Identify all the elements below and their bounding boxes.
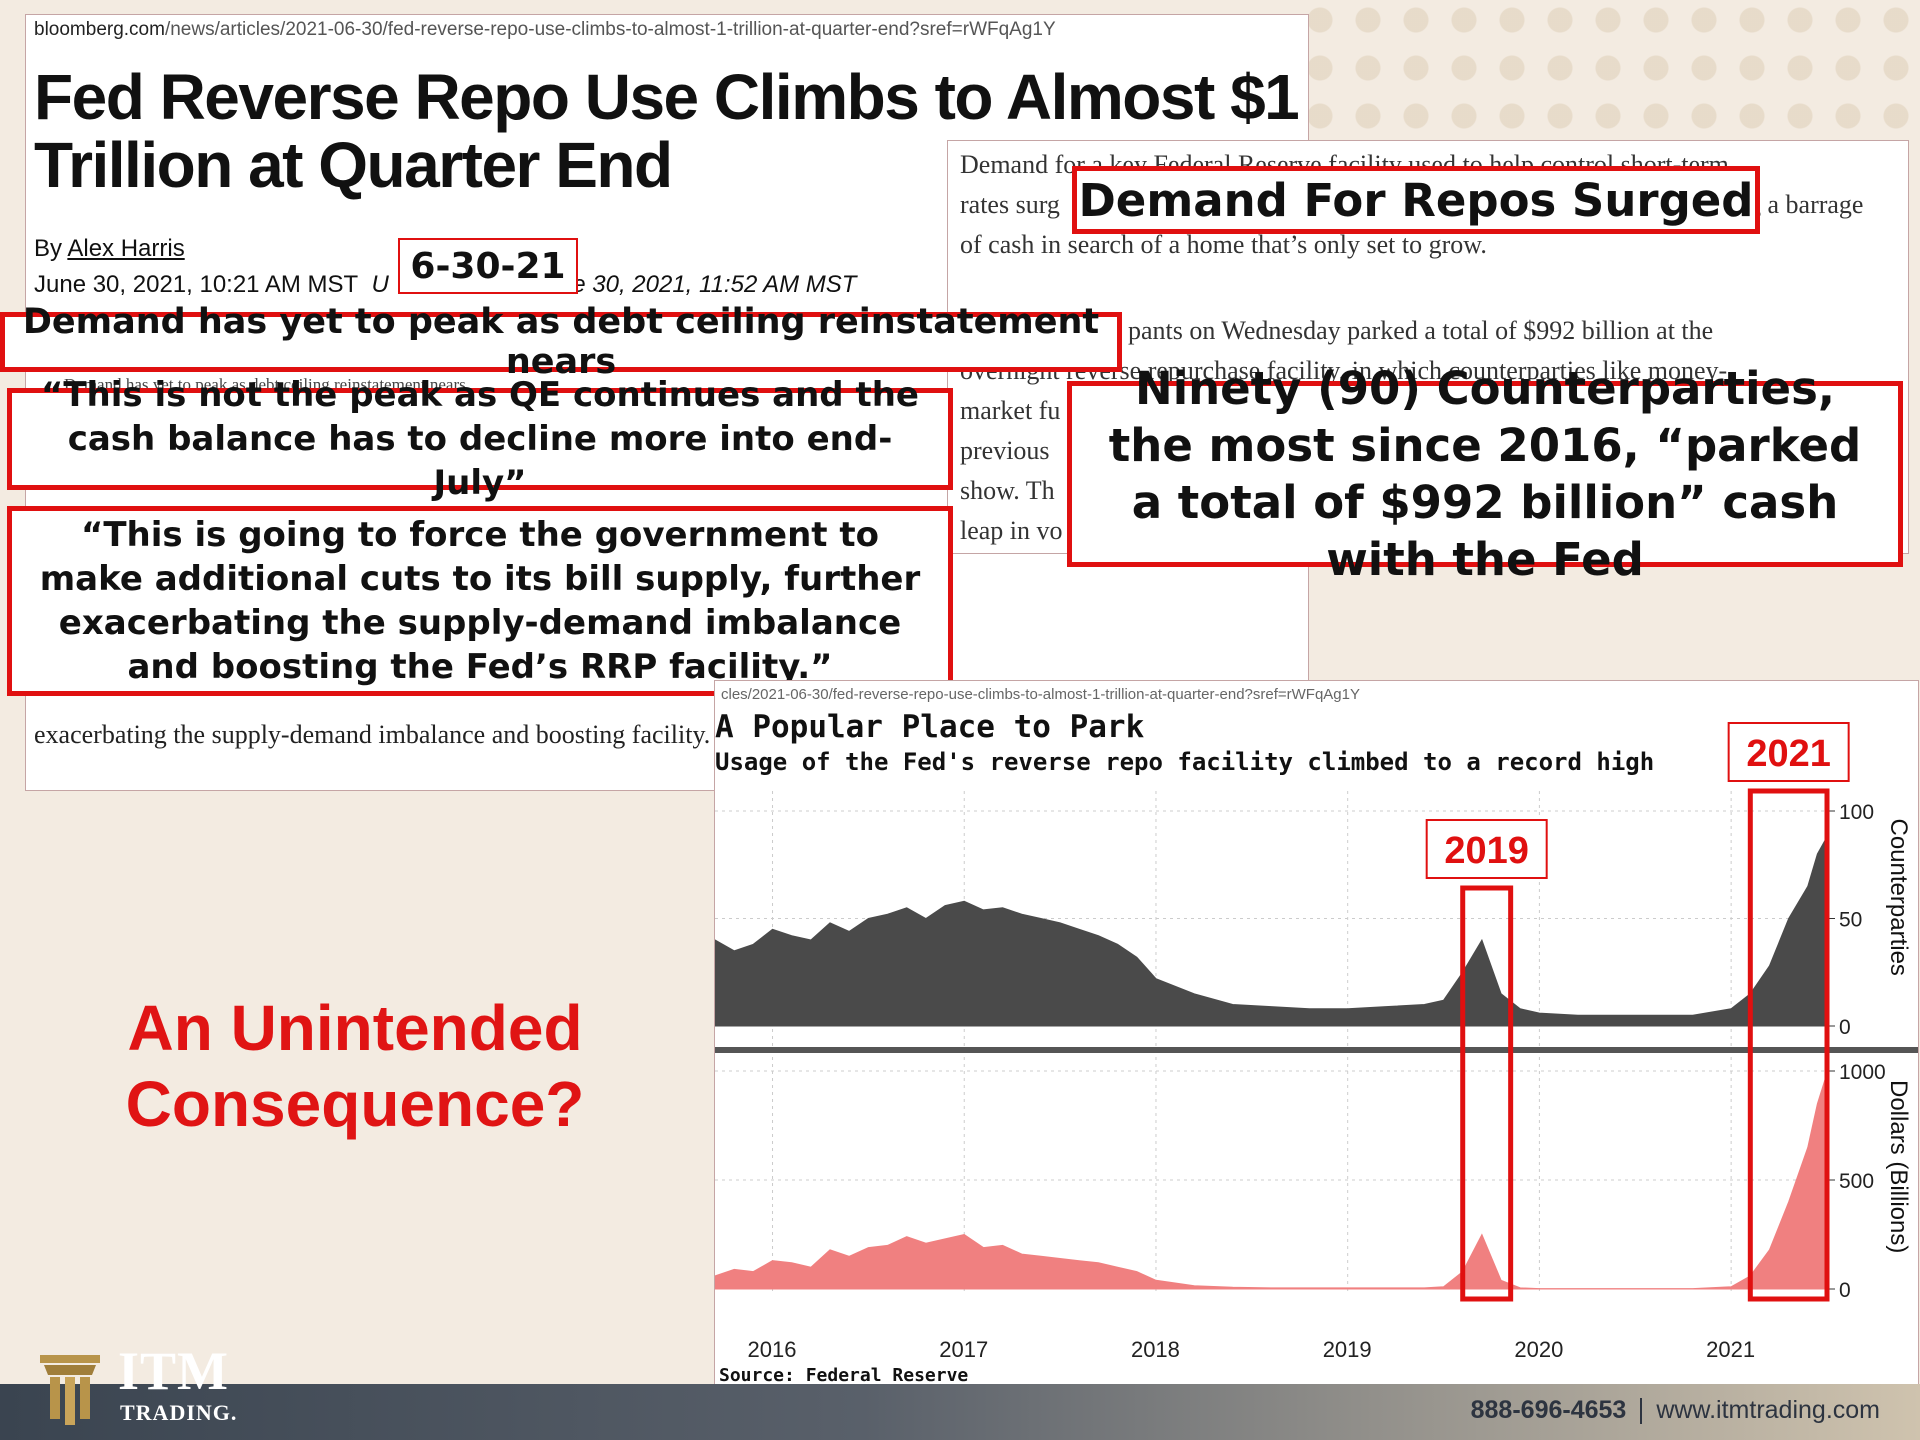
quote-peak-callout: “This is not the peak as QE continues an… (7, 375, 953, 503)
contact-info: 888-696-4653 www.itmtrading.com (1471, 1396, 1880, 1425)
chart-source: Source: Federal Reserve (719, 1365, 968, 1385)
body-line: previous (960, 436, 1050, 465)
updated-left: U (371, 271, 389, 298)
area-series-dollars (715, 1073, 1828, 1290)
x-tick-label: 2016 (748, 1337, 797, 1362)
body-line: show. Th (960, 476, 1055, 505)
area-series-counterparties (715, 834, 1828, 1027)
highlight-box-2021 (1747, 788, 1830, 1302)
logo-subtitle: TRADING. (120, 1400, 238, 1425)
highlight-label-box-2021 (1727, 722, 1850, 782)
body-line: of cash in search of a home that’s only … (960, 230, 1487, 259)
url-domain: bloomberg.com (34, 19, 165, 40)
body-line: pants on Wednesday parked a total of $99… (1128, 316, 1714, 345)
x-tick-label: 2020 (1514, 1337, 1563, 1362)
x-tick-label: 2019 (1323, 1337, 1372, 1362)
unintended-consequence-heading: An Unintended Consequence? (125, 992, 585, 1140)
y-tick-label: 0 (1839, 1279, 1851, 1302)
y-tick-label: 1000 (1839, 1061, 1886, 1084)
body-line: rates surg (960, 190, 1060, 219)
counterparties-callout: Ninety (90) Counterparties, the most sin… (1067, 362, 1903, 586)
body-line: g a barrage (1748, 190, 1864, 219)
body-line: market fu (960, 396, 1061, 425)
y-axis-label: Counterparties (1885, 819, 1912, 976)
updated-right: e 30, 2021, 11:52 AM MST (572, 271, 857, 298)
footer-bar (0, 1384, 1920, 1440)
x-tick-label: 2021 (1706, 1337, 1755, 1362)
body-line: leap in vo (960, 516, 1063, 545)
y-tick-label: 0 (1839, 1016, 1851, 1039)
highlight-label-2019: 2019 (1444, 830, 1529, 872)
panel-separator (715, 1047, 1918, 1053)
highlight-label-2021: 2021 (1746, 733, 1831, 775)
highlight-label-box-2019 (1425, 819, 1548, 879)
y-tick-label: 100 (1839, 801, 1874, 824)
chart-svg: cles/2021-06-30/fed-reverse-repo-use-cli… (715, 686, 1918, 1385)
repo-chart: cles/2021-06-30/fed-reverse-repo-use-cli… (714, 680, 1919, 1386)
article-headline: Fed Reverse Repo Use Climbs to Almost $1… (34, 61, 1300, 201)
chart-url-fragment: cles/2021-06-30/fed-reverse-repo-use-cli… (721, 686, 1360, 703)
divider (1640, 1398, 1643, 1425)
yet-to-peak-callout: Demand has yet to peak as debt ceiling r… (0, 302, 1122, 382)
x-tick-label: 2017 (939, 1337, 988, 1362)
date-stamp-callout: 6-30-21 (398, 238, 578, 294)
y-axis-label: Dollars (Billions) (1885, 1080, 1912, 1253)
article-lower-text: exacerbating the supply-demand imbalance… (34, 720, 711, 749)
pillar-logo-icon (40, 1355, 100, 1425)
chart-title: A Popular Place to Park (715, 709, 1145, 745)
quote-force-callout: “This is going to force the government t… (7, 506, 953, 696)
logo-wordmark: ITM (118, 1341, 229, 1401)
url-bar[interactable]: bloomberg.com/news/articles/2021-06-30/f… (34, 19, 1294, 41)
highlight-box-2019 (1460, 885, 1514, 1302)
publish-date: June 30, 2021, 10:21 AM MST (34, 271, 359, 298)
y-tick-label: 50 (1839, 909, 1862, 932)
phone-number[interactable]: 888-696-4653 (1470, 1396, 1627, 1424)
demand-surged-callout: Demand For Repos Surged (1072, 166, 1760, 234)
url-path: /news/articles/2021-06-30/fed-reverse-re… (164, 19, 1056, 40)
chart-subtitle: Usage of the Fed's reverse repo facility… (715, 748, 1654, 776)
byline-prefix: By (34, 235, 63, 262)
website-link[interactable]: www.itmtrading.com (1656, 1396, 1880, 1424)
y-tick-label: 500 (1839, 1170, 1874, 1193)
author-link[interactable]: Alex Harris (67, 235, 185, 262)
x-tick-label: 2018 (1131, 1337, 1180, 1362)
byline: By Alex Harris (34, 235, 185, 263)
dateline: June 30, 2021, 10:21 AM MST U e 30, 2021… (34, 271, 856, 299)
